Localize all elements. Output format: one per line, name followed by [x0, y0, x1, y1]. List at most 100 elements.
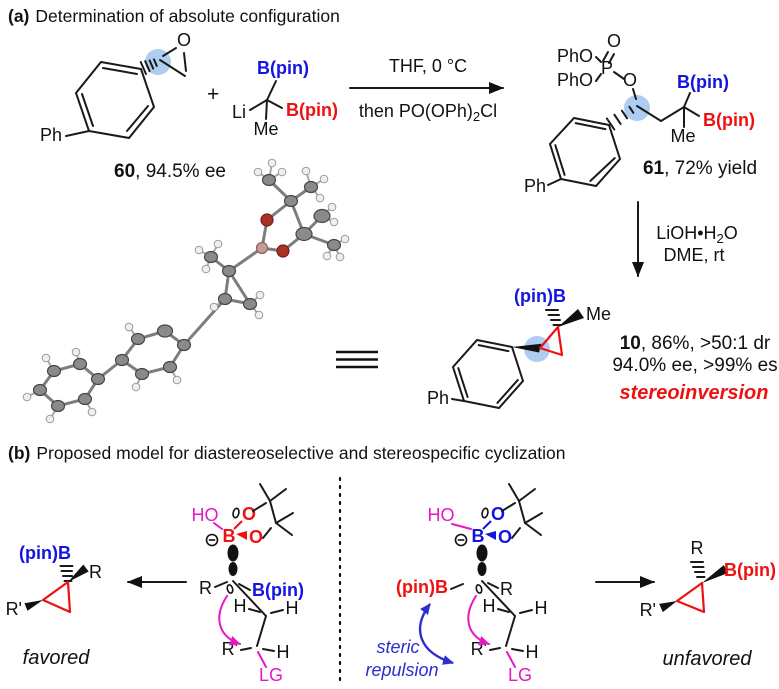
- compound-60: Ph O 60, 94.5% ee: [40, 30, 226, 182]
- r-label: R: [89, 562, 102, 582]
- hash-wedge: [545, 309, 562, 326]
- me-label: Me: [586, 304, 611, 324]
- pinb-red-label: (pin)B: [396, 577, 448, 597]
- compound-10-caption-2: 94.0% ee, >99% es: [612, 355, 777, 376]
- ortep-c-atoms: [32, 173, 342, 413]
- hash-wedge: [59, 565, 74, 582]
- compound-10-caption: 10, 86%, >50:1 dr: [620, 333, 771, 354]
- cyclopropane-ring: [41, 580, 72, 614]
- bpin-bond: [238, 583, 251, 591]
- chain-bonds: [636, 92, 700, 128]
- compound-61-caption: 61, 72% yield: [643, 158, 757, 179]
- ortep-o-atom: [276, 244, 290, 258]
- phenylene-ring: [451, 338, 525, 410]
- section-a-title: (a) Determination of absolute configurati…: [8, 6, 340, 26]
- back-lobe: [475, 584, 483, 594]
- pho-top-label: PhO: [557, 46, 593, 66]
- ph-label: Ph: [40, 125, 62, 145]
- boron-ate-label: B: [472, 526, 485, 546]
- ph-label: Ph: [524, 176, 546, 196]
- empty-orbital-lobe: [232, 507, 240, 519]
- conditions-above: THF, 0 °C: [389, 56, 467, 76]
- reagent-label: LiOH•H2O: [656, 223, 738, 246]
- stereoinversion-note: stereoinversion: [620, 382, 769, 404]
- steric-repulsion-label: repulsion: [365, 660, 438, 680]
- h-label: H: [535, 598, 548, 618]
- minus-charge-icon: [205, 533, 219, 547]
- b-o-wedge: [485, 531, 496, 540]
- back-lobe: [226, 584, 234, 594]
- ph-bond: [547, 178, 562, 186]
- me-label: Me: [670, 126, 695, 146]
- chain-bonds: [232, 580, 284, 652]
- stereocenter-highlight: [624, 95, 650, 121]
- ortep-bonds: [37, 178, 336, 408]
- reagent-bonds: [249, 80, 283, 120]
- steric-repulsion-label: steric: [376, 637, 419, 657]
- section-a-label: (a): [8, 6, 29, 26]
- pho-bottom-label: PhO: [557, 70, 593, 90]
- lg-label: LG: [508, 665, 532, 685]
- hash-wedge: [690, 561, 706, 578]
- bpin-wedge: [702, 565, 729, 583]
- r-label: R: [500, 579, 513, 599]
- h-label: H: [483, 596, 496, 616]
- plus-sign: +: [207, 83, 219, 106]
- phosphate-bonds: [595, 51, 637, 100]
- transition-state-unfavored: HO B O O (pin)B R: [365, 483, 548, 685]
- solvent-label: DME, rt: [664, 245, 725, 265]
- epoxide-ring: [159, 47, 187, 77]
- me-wedge: [558, 309, 584, 327]
- compound-61: PhO PhO P O O B(pin) B(pin) Me Ph 61, 72: [524, 31, 757, 196]
- boron-ate-label: B: [223, 526, 236, 546]
- r-prime-wedge: [24, 600, 43, 611]
- h-label: H: [286, 598, 299, 618]
- transition-state-favored: HO B O O R B(pin): [192, 483, 304, 685]
- h-label: H: [526, 642, 539, 662]
- lg-bond: [506, 651, 516, 668]
- xray-crystal-structure: [22, 158, 350, 424]
- hash-wedge: [605, 105, 635, 131]
- o-ester-label: O: [623, 70, 637, 90]
- ho-bond: [451, 523, 472, 530]
- empty-orbital-lobe: [481, 507, 489, 519]
- o-bottom-label: O: [249, 527, 263, 547]
- compound-10: (pin)B Me Ph 10, 86%, >50:1 dr 94.0% ee,…: [427, 286, 778, 410]
- ring-double-bonds: [554, 122, 616, 182]
- orbital-lobe-large: [476, 544, 488, 562]
- epoxide-o-label: O: [177, 30, 191, 50]
- o-top-label: O: [491, 504, 505, 524]
- o-top-label: O: [242, 504, 256, 524]
- ph-bond: [65, 130, 90, 137]
- backside-attack-arrow: [467, 595, 490, 646]
- chain-bonds: [481, 580, 533, 652]
- pinb-bond: [450, 583, 464, 590]
- cyclopropane-ring: [538, 325, 564, 357]
- p-label: P: [601, 58, 613, 78]
- favored-caption: favored: [23, 647, 91, 669]
- bpin-red-label: B(pin): [286, 100, 338, 120]
- bpin-blue-label: B(pin): [252, 580, 304, 600]
- phenylene-ring: [74, 60, 156, 140]
- o-bottom-label: O: [498, 527, 512, 547]
- hash-wedge: [139, 58, 158, 75]
- favored-product: (pin)B R R' favored: [6, 543, 102, 669]
- bpin-red-label: B(pin): [724, 560, 776, 580]
- equivalence-icon: [336, 350, 378, 369]
- ortep-h-atoms: [22, 158, 350, 424]
- unfavored-product: R B(pin) R' unfavored: [640, 538, 776, 670]
- b-o-bond: [233, 520, 243, 530]
- ortep-o-atom: [260, 213, 274, 227]
- orbital-lobe-large: [227, 544, 239, 562]
- o-double-label: O: [607, 31, 621, 51]
- r-prime-label: R': [6, 599, 22, 619]
- ph-label: Ph: [427, 388, 449, 408]
- steric-repulsion-arrow: [419, 603, 454, 665]
- section-b-label: (b): [8, 443, 30, 463]
- h-label: H: [234, 596, 247, 616]
- phenylene-ring: [548, 116, 622, 188]
- r-bond: [487, 582, 499, 589]
- ho-label: HO: [428, 505, 455, 525]
